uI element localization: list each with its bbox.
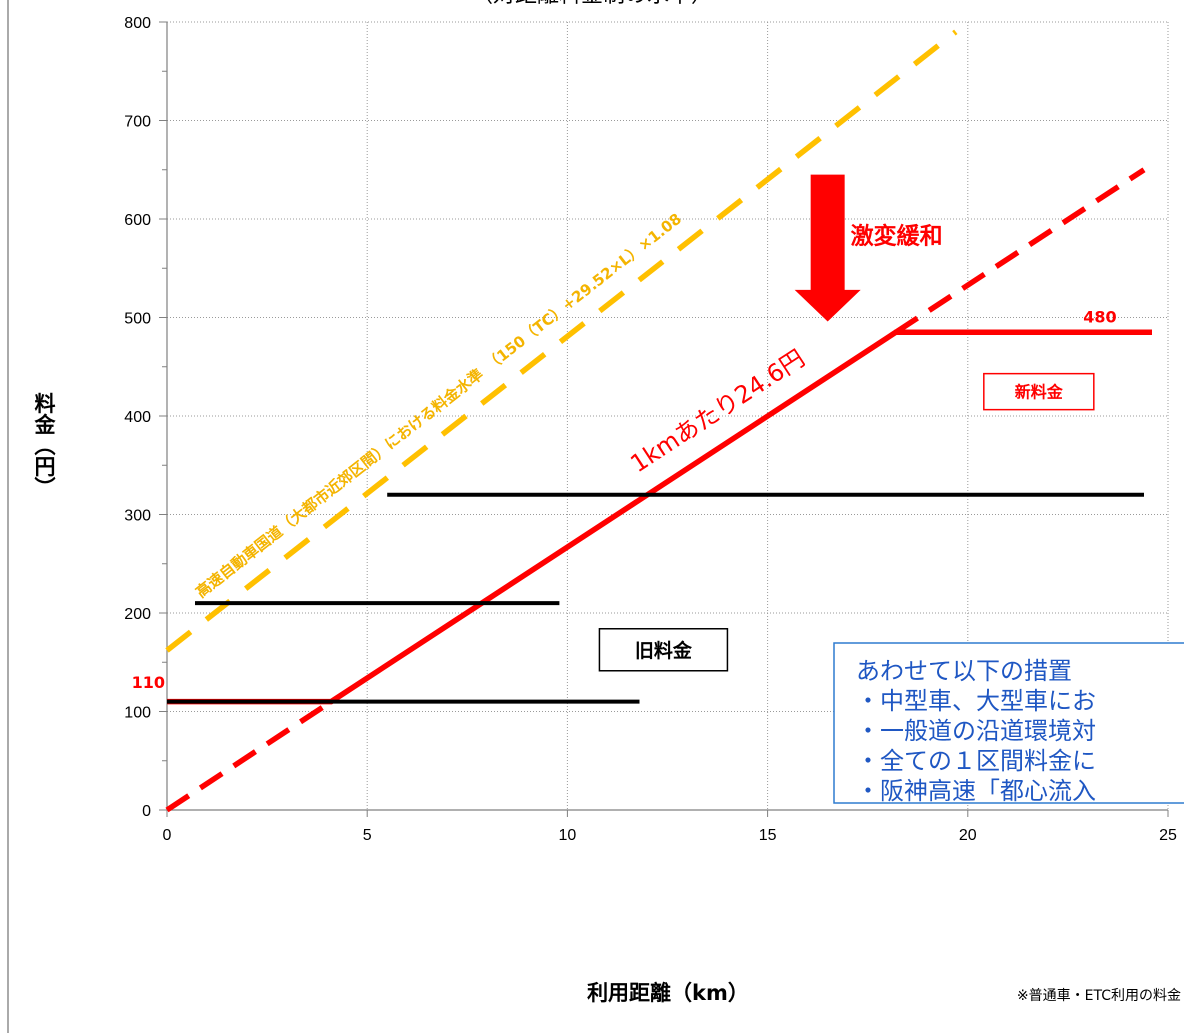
y-tick-label: 800 [124, 15, 151, 32]
measures-note-line: ・一般道の沿道環境対 [856, 717, 1096, 745]
footnote: ※普通車・ETC利用の料金 [1017, 987, 1181, 1004]
x-tick-label: 10 [559, 827, 577, 844]
y-tick-label: 100 [124, 705, 151, 722]
y-tick-label: 600 [124, 212, 151, 229]
highway-fare-label: 高速自動車国道（大都市近郊区間）における料金水準 （150（TC）+29.52×… [192, 210, 685, 602]
y-tick-label: 200 [124, 606, 151, 623]
measures-note-line: ・中型車、大型車にお [856, 687, 1096, 715]
tick-labels: 0 100 200 300 400 500 600 700 800 0 5 10 15 20 25 利用距離（… [32, 15, 1177, 1005]
start-fare-label: 110 [132, 673, 165, 692]
x-tick-label: 0 [163, 827, 172, 844]
x-tick-label: 25 [1159, 827, 1177, 844]
y-tick-label: 700 [124, 114, 151, 131]
y-tick-label: 300 [124, 508, 151, 525]
y-tick-label: 500 [124, 311, 151, 328]
annotations: 高速自動車国道（大都市近郊区間）における料金水準 （150（TC）+29.52×… [132, 175, 1184, 1004]
mitigation-label: 激変緩和 [851, 223, 943, 250]
chart-title: （対距離料金制の水準） [471, 0, 713, 8]
x-axis-title: 利用距離（km） [587, 981, 749, 1005]
x-tick-label: 15 [759, 827, 777, 844]
end-fare-label: 480 [1083, 307, 1116, 326]
series-line-1 [167, 32, 956, 651]
series-line-3 [167, 702, 331, 810]
measures-note-line: ・全ての１区間料金に [856, 747, 1096, 775]
x-tick-label: 20 [959, 827, 977, 844]
y-axis-title: 料金（円） [32, 393, 57, 498]
slope-label: 1kmあたり24.6円 [625, 344, 809, 478]
y-tick-label: 400 [124, 409, 151, 426]
old-fare-label: 旧料金 [635, 639, 693, 662]
new-fare-label: 新料金 [1015, 383, 1064, 402]
y-tick-label: 0 [142, 803, 151, 820]
measures-note-line: ・阪神高速「都心流入 [856, 777, 1096, 805]
measures-note-line: あわせて以下の措置 [856, 657, 1072, 685]
x-tick-label: 5 [363, 827, 372, 844]
